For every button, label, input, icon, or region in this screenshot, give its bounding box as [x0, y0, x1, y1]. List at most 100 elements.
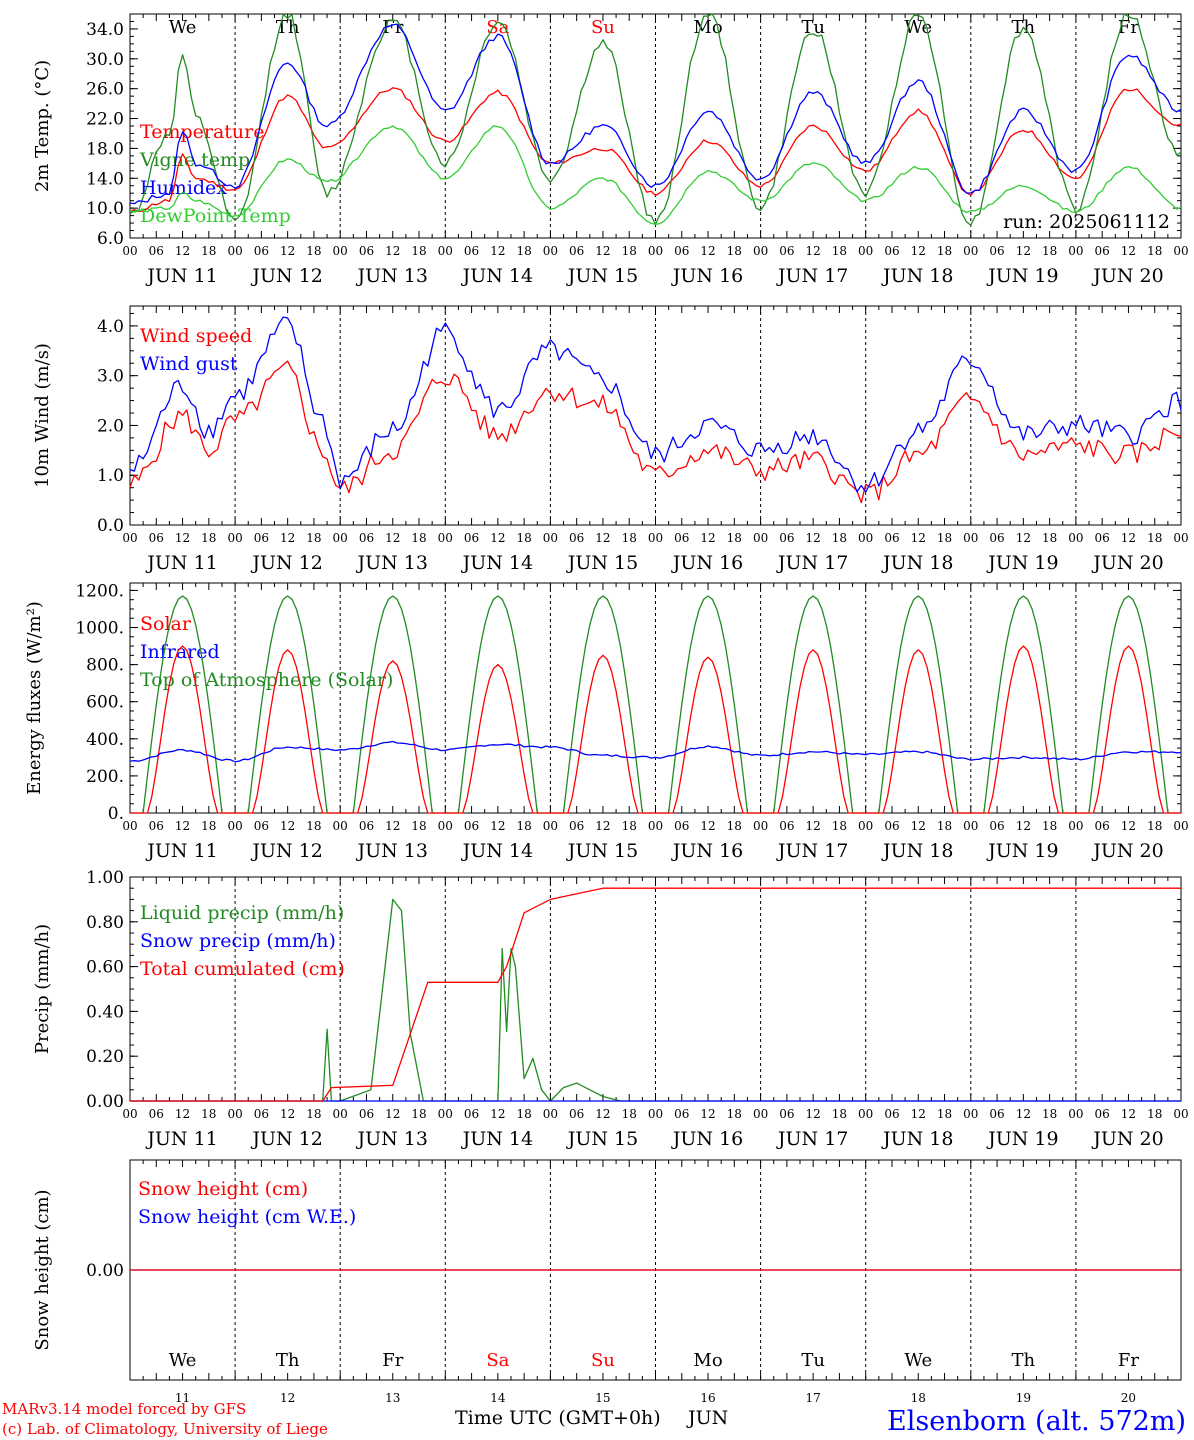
y-tick-label: 30.0	[86, 50, 124, 70]
weekday-label: Tu	[801, 1350, 825, 1371]
date-label: JUN 11	[145, 840, 217, 862]
hour-label: 18	[201, 531, 216, 545]
date-label: JUN 16	[671, 552, 743, 574]
date-label: JUN 15	[566, 840, 638, 862]
hour-label: 18	[1147, 531, 1162, 545]
hour-label: 00	[963, 244, 978, 258]
day-number: 13	[385, 1391, 400, 1405]
weekday-label: Mo	[693, 1350, 722, 1371]
weekday-label: Th	[1012, 1350, 1036, 1371]
date-label: JUN 14	[461, 265, 533, 287]
legend-entry: Vigne temp	[139, 149, 250, 171]
hour-label: 00	[122, 819, 137, 833]
hour-label: 18	[832, 531, 847, 545]
y-tick-label: 400.	[86, 730, 124, 750]
hour-label: 06	[1095, 531, 1110, 545]
date-label: JUN 13	[356, 840, 428, 862]
hour-label: 06	[779, 531, 794, 545]
hour-label: 12	[175, 244, 190, 258]
hour-label: 12	[1016, 244, 1031, 258]
y-axis-label: Snow height (cm)	[32, 1189, 53, 1350]
hour-label: 12	[911, 1107, 926, 1121]
hour-label: 06	[674, 1107, 689, 1121]
hour-label: 18	[727, 1107, 742, 1121]
hour-label: 12	[595, 819, 610, 833]
hour-label: 06	[359, 1107, 374, 1121]
hour-label: 00	[543, 1107, 558, 1121]
weekday-label: We	[904, 1350, 932, 1371]
series-line-2	[129, 23, 1182, 205]
y-tick-label: 0.00	[86, 1092, 124, 1112]
weekday-label: Fr	[382, 1350, 403, 1371]
hour-label: 12	[490, 244, 505, 258]
hour-label: 00	[1068, 1107, 1083, 1121]
hour-label: 12	[700, 531, 715, 545]
y-tick-label: 34.0	[86, 20, 124, 40]
hour-label: 00	[1068, 819, 1083, 833]
hour-label: 06	[254, 819, 269, 833]
legend-entry: Snow precip (mm/h)	[140, 930, 336, 952]
day-number: 14	[490, 1391, 506, 1405]
y-tick-label: 18.0	[86, 139, 124, 159]
date-label: JUN 18	[881, 1128, 953, 1150]
date-label: JUN 12	[250, 840, 322, 862]
hour-label: 12	[911, 531, 926, 545]
hour-label: 00	[753, 1107, 768, 1121]
day-number: 17	[806, 1391, 821, 1405]
date-label: JUN 20	[1091, 552, 1163, 574]
legend-entry: Infrared	[140, 641, 220, 663]
series-line-0	[129, 87, 1182, 213]
legend-entry: Wind gust	[140, 353, 238, 375]
hour-label: 12	[806, 1107, 821, 1121]
hour-label: 06	[149, 1107, 164, 1121]
hour-label: 06	[359, 819, 374, 833]
date-label: JUN 19	[986, 265, 1058, 287]
hour-label: 12	[280, 531, 295, 545]
hour-label: 12	[595, 531, 610, 545]
hour-label: 00	[858, 1107, 873, 1121]
hour-label: 12	[385, 1107, 400, 1121]
date-label: JUN 20	[1091, 840, 1163, 862]
date-label: JUN 16	[671, 840, 743, 862]
hour-label: 18	[411, 819, 426, 833]
hour-label: 00	[1173, 531, 1188, 545]
hour-label: 00	[648, 819, 663, 833]
hour-label: 12	[700, 244, 715, 258]
hour-label: 06	[989, 819, 1004, 833]
y-tick-label: 1000.	[75, 619, 124, 639]
hour-label: 00	[753, 819, 768, 833]
y-tick-label: 800.	[86, 656, 124, 676]
footer-model: MARv3.14 model forced by GFS	[2, 1400, 246, 1418]
hour-label: 06	[254, 1107, 269, 1121]
series-line-0	[129, 360, 1182, 504]
weekday-label: We	[169, 1350, 197, 1371]
hour-label: 12	[911, 244, 926, 258]
hour-label: 12	[175, 819, 190, 833]
hour-label: 18	[306, 244, 321, 258]
hour-label: 18	[306, 1107, 321, 1121]
hour-label: 06	[989, 244, 1004, 258]
date-label: JUN 19	[986, 840, 1058, 862]
footer-lab: (c) Lab. of Climatology, University of L…	[2, 1420, 328, 1438]
hour-label: 00	[858, 244, 873, 258]
hour-label: 06	[989, 531, 1004, 545]
hour-label: 12	[806, 819, 821, 833]
hour-label: 18	[937, 531, 952, 545]
date-label: JUN 18	[881, 265, 953, 287]
series-line-1	[129, 316, 1182, 493]
station-name: Elsenborn (alt. 572m)	[887, 1406, 1186, 1437]
hour-label: 12	[1121, 531, 1136, 545]
y-tick-label: 0.20	[86, 1047, 124, 1067]
y-tick-label: 0.0	[97, 516, 124, 536]
hour-label: 06	[359, 531, 374, 545]
hour-label: 06	[674, 244, 689, 258]
hour-label: 18	[727, 531, 742, 545]
date-label: JUN 20	[1091, 265, 1163, 287]
hour-label: 12	[700, 1107, 715, 1121]
date-label: JUN 12	[250, 265, 322, 287]
date-label: JUN 13	[356, 265, 428, 287]
y-tick-label: 1200.	[75, 581, 124, 601]
weekday-label: Fr	[1118, 17, 1139, 38]
y-tick-label: 0.00	[86, 1261, 124, 1281]
date-label: JUN 14	[461, 1128, 533, 1150]
